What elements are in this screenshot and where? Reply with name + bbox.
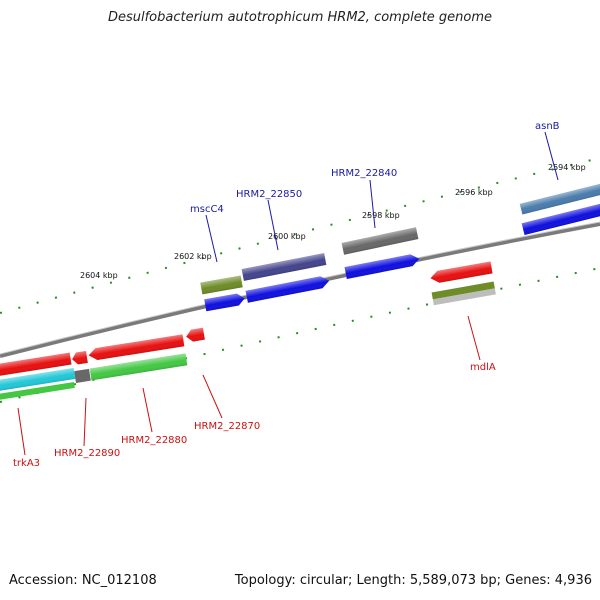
- gene-trkA3[interactable]: [0, 352, 72, 377]
- gene-asnB[interactable]: [519, 182, 600, 215]
- gene-trkA3-green[interactable]: [0, 381, 75, 401]
- scale-label: 2596 kbp: [455, 188, 493, 197]
- accession-text: Accession: NC_012108: [9, 573, 157, 588]
- leader-HRM2_22850: [267, 199, 279, 251]
- gene-HRM2_22890-gray[interactable]: [74, 368, 91, 384]
- scale-label: 2604 kbp: [80, 271, 118, 280]
- gene-label-trkA3: trkA3: [13, 458, 40, 469]
- gene-HRM2_22890[interactable]: [71, 350, 88, 365]
- leader-asnB: [544, 131, 559, 181]
- genome-summary-text: Topology: circular; Length: 5,589,073 bp…: [234, 573, 592, 588]
- gene-HRM2_22850[interactable]: [241, 253, 327, 281]
- gene-HRM2_22850-blue[interactable]: [245, 275, 331, 303]
- leader-HRM2_22840: [369, 179, 376, 229]
- leader-HRM2_22870: [202, 374, 223, 419]
- leader-HRM2_22880: [142, 387, 153, 433]
- leader-HRM2_22890: [83, 397, 87, 447]
- gene-label-HRM2_22840: HRM2_22840: [331, 168, 397, 179]
- scale-label: 2602 kbp: [174, 252, 212, 261]
- gene-label-HRM2_22880: HRM2_22880: [121, 435, 187, 446]
- tick-ring-outer: [0, 157, 600, 314]
- gene-mdlA[interactable]: [429, 261, 493, 285]
- gene-trkA3-cyan[interactable]: [0, 367, 76, 392]
- gene-HRM2_22870[interactable]: [185, 327, 205, 343]
- gene-mscC4[interactable]: [200, 275, 243, 295]
- gene-HRM2_22840-blue[interactable]: [344, 253, 421, 279]
- scale-label: 2598 kbp: [362, 211, 400, 220]
- leader-mdlA: [467, 315, 481, 361]
- gene-mscC4-blue[interactable]: [204, 292, 245, 312]
- gene-HRM2_22840[interactable]: [341, 227, 419, 255]
- gene-label-HRM2_22890: HRM2_22890: [54, 448, 120, 459]
- scale-label: 2600 kbp: [268, 232, 306, 241]
- gene-label-asnB: asnB: [535, 121, 560, 132]
- gene-label-mdlA: mdlA: [470, 362, 496, 373]
- leader-mscC4: [205, 214, 218, 263]
- gene-HRM2_22880-green[interactable]: [89, 353, 188, 381]
- gene-HRM2_22880[interactable]: [88, 334, 185, 361]
- gene-label-HRM2_22850: HRM2_22850: [236, 189, 302, 200]
- scale-label: 2594 kbp: [548, 163, 586, 172]
- gene-asnB-blue[interactable]: [521, 201, 600, 236]
- gene-label-HRM2_22870: HRM2_22870: [194, 421, 260, 432]
- genome-title: Desulfobacterium autotrophicum HRM2, com…: [107, 10, 493, 25]
- gene-mdlA-olive[interactable]: [431, 281, 496, 306]
- leader-trkA3: [17, 407, 26, 456]
- gene-label-mscC4: mscC4: [190, 204, 224, 215]
